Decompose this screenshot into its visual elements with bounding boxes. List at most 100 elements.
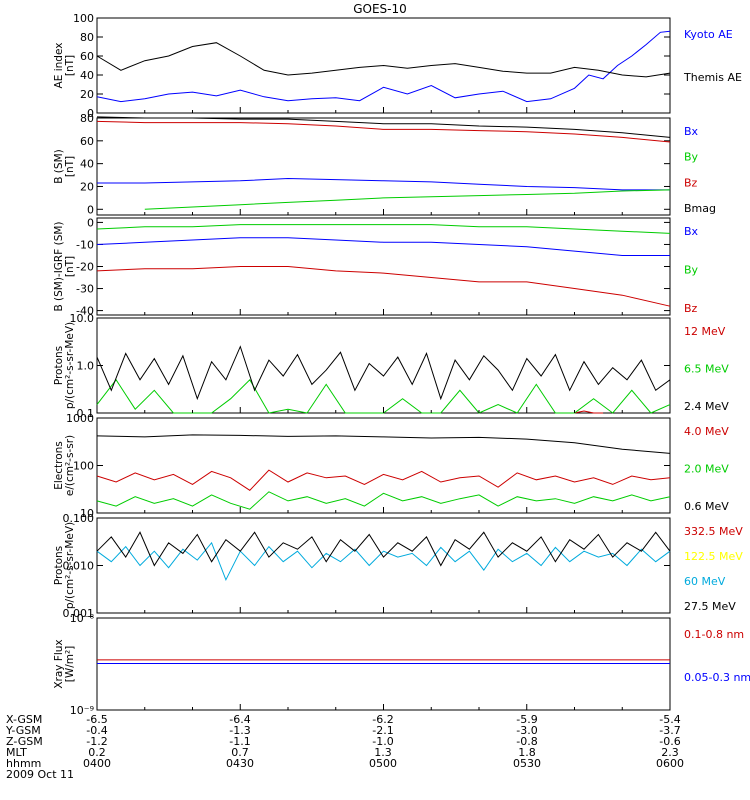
legend-label: Bx bbox=[684, 125, 699, 138]
y-tick-label: 80 bbox=[80, 31, 94, 44]
y-tick-label: 60 bbox=[80, 50, 94, 63]
time-row-value: 0500 bbox=[369, 757, 397, 770]
legend-label: Themis AE bbox=[683, 71, 742, 84]
panel-7: 10⁻⁹ 10⁻⁸ Xray Flux [W/m²] 0.1-0.8 nm 0.05-0.… bbox=[53, 612, 750, 717]
y-tick-label: 100 bbox=[73, 460, 94, 473]
y-axis-label: [W/m²] bbox=[64, 646, 76, 683]
time-row-value: 2.3 bbox=[661, 746, 679, 759]
legend-label: 0.6 MeV bbox=[684, 500, 729, 513]
time-row-label: MLT bbox=[6, 746, 27, 759]
y-tick-label: -10 bbox=[76, 238, 94, 251]
time-row-value: -2.1 bbox=[372, 724, 393, 737]
y-tick-label: 1000 bbox=[66, 412, 94, 425]
time-row-value: -0.6 bbox=[659, 735, 680, 748]
series-line bbox=[97, 177, 670, 191]
y-axis-label: B (SM)-IGRF (SM) bbox=[53, 221, 65, 311]
series-line bbox=[96, 531, 671, 567]
legend-label: 4.0 MeV bbox=[684, 425, 729, 438]
time-row-label: hhmm bbox=[6, 757, 41, 770]
legend-label: 60 MeV bbox=[684, 575, 726, 588]
series-line bbox=[96, 469, 671, 491]
time-row-value: 1.8 bbox=[518, 746, 536, 759]
y-axis-label: Xray Flux bbox=[53, 639, 65, 688]
series-line bbox=[96, 120, 671, 143]
series-line bbox=[96, 30, 671, 103]
legend-label: By bbox=[684, 151, 699, 164]
time-row-value: 0600 bbox=[656, 757, 684, 770]
y-tick-label: 0.100 bbox=[63, 512, 95, 525]
y-tick-label: 20 bbox=[80, 180, 94, 193]
series-line bbox=[96, 237, 670, 256]
time-row-value: -3.7 bbox=[659, 724, 680, 737]
series-line bbox=[574, 410, 604, 414]
y-tick-label: 10⁻⁹ bbox=[70, 704, 94, 717]
time-row-value: -6.5 bbox=[86, 713, 107, 726]
series-line bbox=[96, 434, 671, 454]
time-row-label: Y-GSM bbox=[5, 724, 41, 737]
legend-label: Bx bbox=[684, 225, 699, 238]
legend-label: Kyoto AE bbox=[684, 28, 733, 41]
time-row-value: 0.2 bbox=[88, 746, 106, 759]
y-axis-label: AE index bbox=[53, 43, 65, 89]
y-axis-label: Electrons bbox=[53, 441, 65, 490]
legend-label: 6.5 MeV bbox=[684, 363, 729, 376]
date-label: 2009 Oct 11 bbox=[6, 768, 74, 781]
legend-label: By bbox=[684, 264, 699, 277]
time-row-value: -0.4 bbox=[86, 724, 107, 737]
y-tick-label: -40 bbox=[76, 305, 94, 318]
legend-label: Bz bbox=[684, 176, 698, 189]
panel-5: 10 100 1000 Electrons e/(cm²-s-sr) 4.0 MeV 2.0… bbox=[53, 412, 729, 520]
series-line bbox=[96, 116, 671, 138]
panel-frame bbox=[96, 217, 671, 316]
panel-4: 0.1 1.0 10.0 Protons p/(cm²-s-sr-MeV) 12 MeV 6… bbox=[53, 312, 729, 420]
y-axis-label: p/(cm²-s-sr-MeV) bbox=[64, 322, 76, 409]
y-tick-label: 0 bbox=[87, 203, 94, 216]
time-axis: X-GSM -6.5 -6.4 -6.2 -5.9 -5.4 Y-GSM -0.4 -1.3 -2… bbox=[5, 713, 684, 781]
time-row-label: X-GSM bbox=[6, 713, 42, 726]
time-row-value: -1.0 bbox=[372, 735, 393, 748]
legend-label: 2.4 MeV bbox=[684, 400, 729, 413]
time-row-value: -1.3 bbox=[229, 724, 250, 737]
y-tick-label: 20 bbox=[80, 88, 94, 101]
time-row-label: Z-GSM bbox=[6, 735, 43, 748]
y-axis-label: [nT] bbox=[64, 55, 76, 76]
series-line bbox=[96, 491, 671, 510]
legend-label: 122.5 MeV bbox=[684, 550, 743, 563]
legend-label: 0.05-0.3 nm bbox=[684, 671, 750, 684]
series-line bbox=[96, 541, 671, 582]
time-row-value: -1.2 bbox=[86, 735, 107, 748]
series-line bbox=[96, 42, 671, 78]
time-row-value: -6.2 bbox=[372, 713, 393, 726]
y-tick-label: 100 bbox=[73, 12, 94, 25]
y-axis-label: B (SM) bbox=[53, 149, 65, 183]
panel-frame bbox=[96, 417, 671, 514]
time-row-value: -1.1 bbox=[229, 735, 250, 748]
chart-title: GOES-10 bbox=[353, 2, 407, 16]
time-row-value: -5.9 bbox=[516, 713, 537, 726]
panel-frame bbox=[96, 317, 671, 414]
y-tick-label: 10⁻⁸ bbox=[70, 612, 95, 625]
time-row-value: -6.4 bbox=[229, 713, 250, 726]
y-tick-label: 80 bbox=[80, 112, 94, 125]
legend-label: 27.5 MeV bbox=[684, 600, 736, 613]
legend-label: 332.5 MeV bbox=[684, 525, 743, 538]
legend-label: 0.1-0.8 nm bbox=[684, 628, 744, 641]
panel-3: 0 -10 -20 -30 -40 B (SM)-IGRF (SM) [nT] Bx By Bz bbox=[53, 216, 699, 317]
panel-frame bbox=[96, 117, 671, 216]
y-tick-label: 0.1 bbox=[77, 407, 95, 420]
time-row-value: -0.8 bbox=[516, 735, 537, 748]
y-axis-label: [nT] bbox=[64, 156, 76, 177]
y-tick-label: 0 bbox=[87, 107, 94, 120]
panel-6: 0.001 0.010 0.100 Protons p/(cm²-s-sr-MeV) 33… bbox=[53, 512, 743, 620]
y-tick-label: -20 bbox=[76, 261, 94, 274]
series-line bbox=[96, 345, 671, 401]
y-tick-label: 10.0 bbox=[70, 312, 95, 325]
y-tick-label: -30 bbox=[76, 283, 94, 296]
y-tick-label: 40 bbox=[80, 69, 94, 82]
time-row-value: -3.0 bbox=[516, 724, 537, 737]
time-row-value: 0400 bbox=[83, 757, 111, 770]
time-row-value: 0430 bbox=[226, 757, 254, 770]
series-line bbox=[96, 224, 671, 234]
y-axis-label: Protons bbox=[53, 546, 65, 585]
